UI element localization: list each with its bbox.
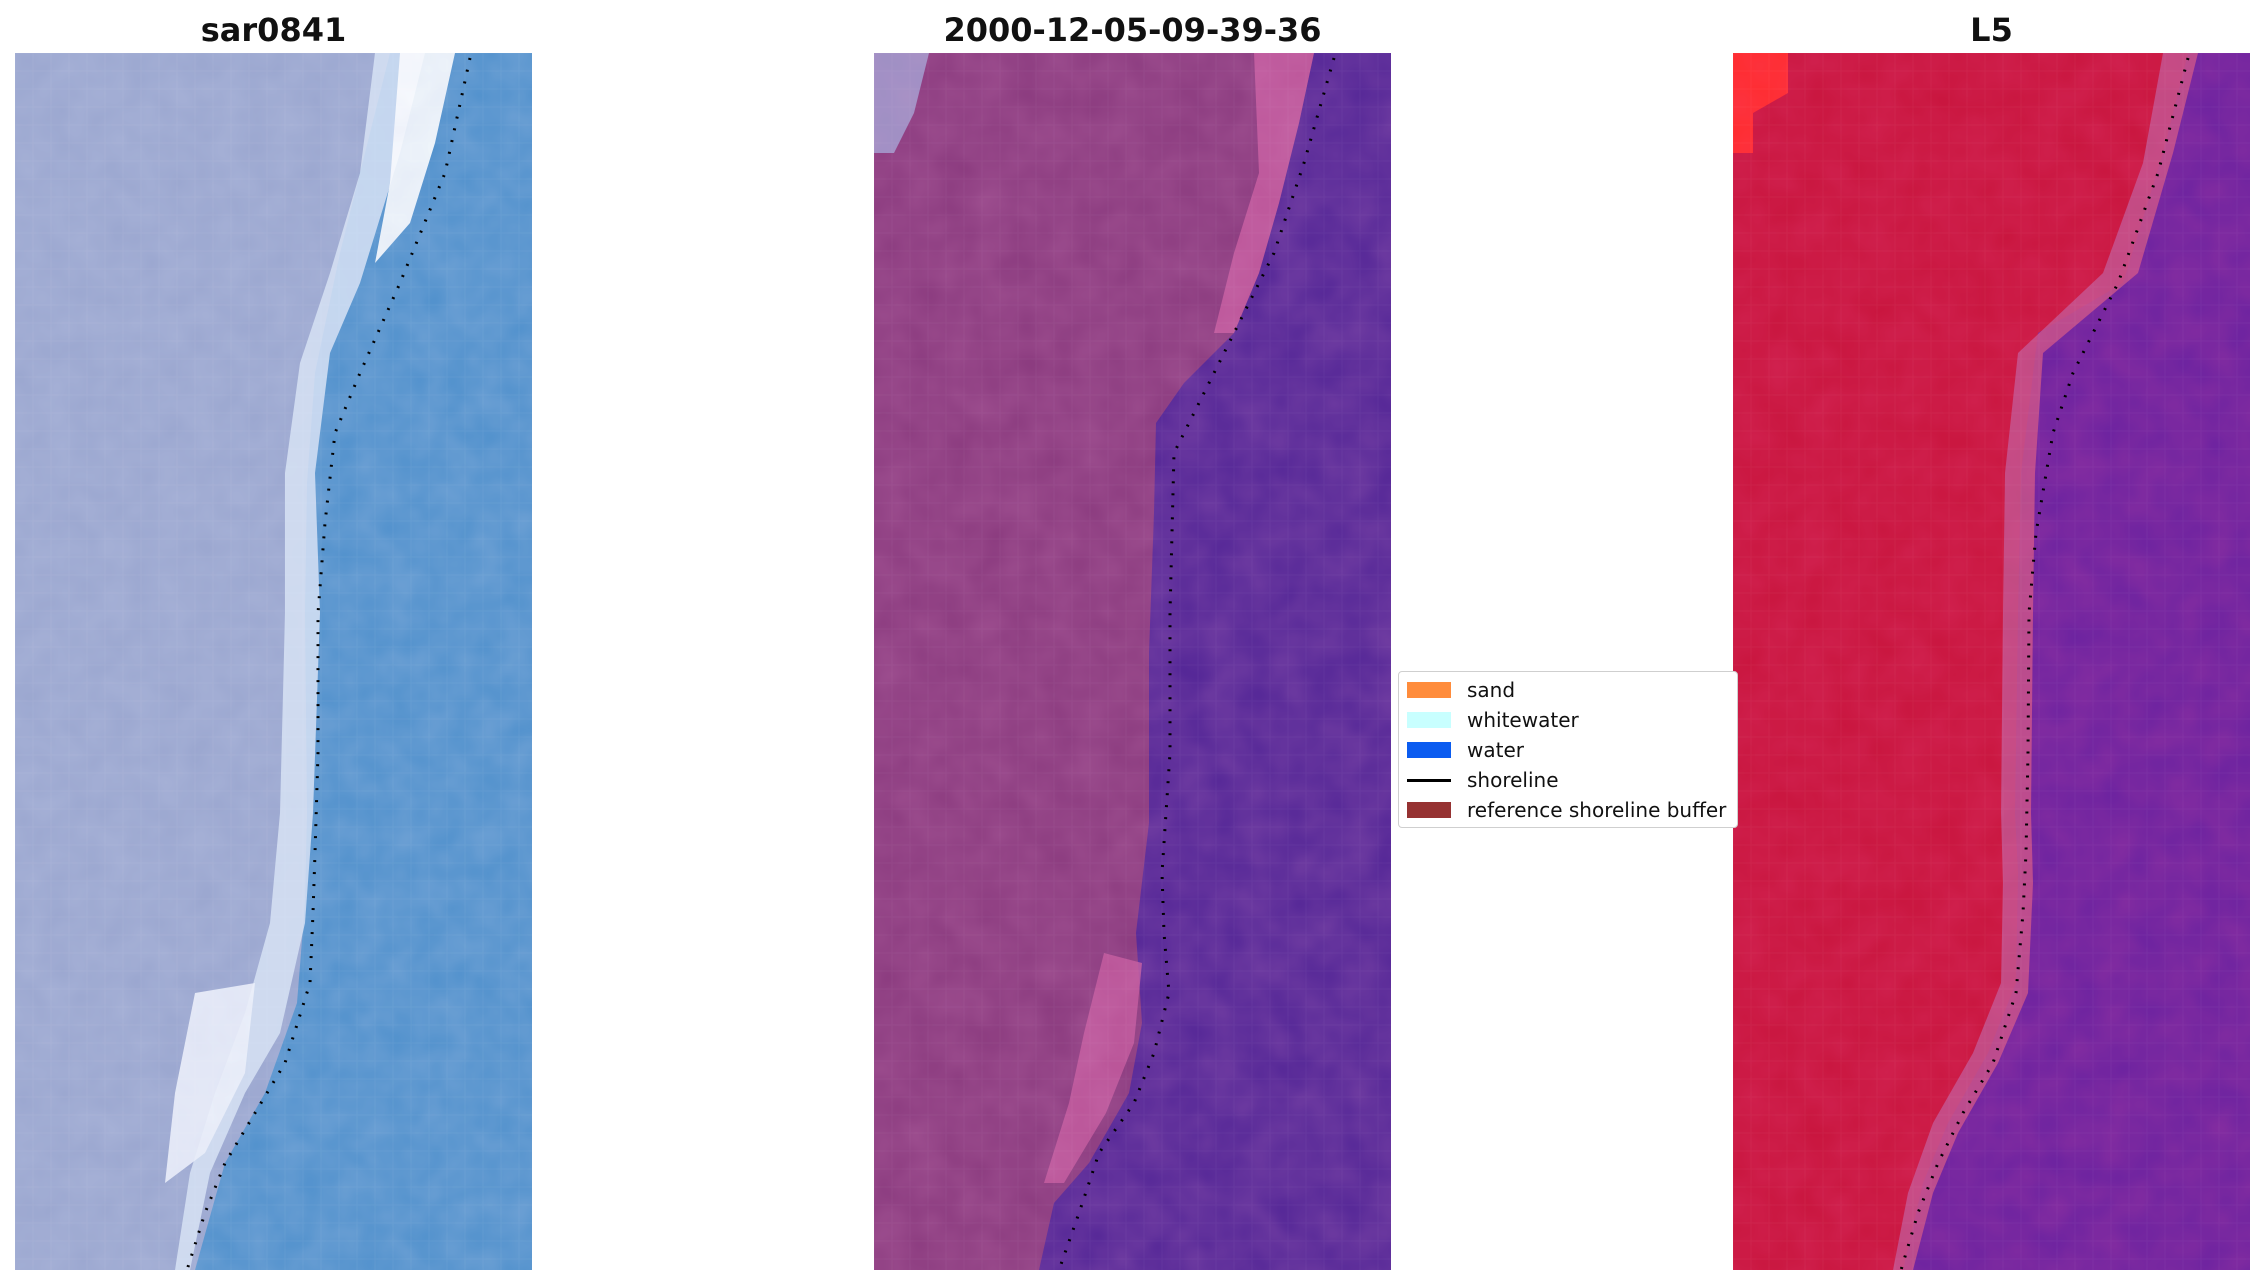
rgb-image-panel: [15, 53, 532, 1270]
shoreline-line-icon: [1407, 778, 1451, 782]
legend-label: sand: [1467, 678, 1516, 702]
legend-item-water: water: [1407, 735, 1524, 765]
panel-title-index: L5: [1970, 11, 2013, 49]
index-image-panel: [1733, 53, 2250, 1270]
legend: sand whitewater water shoreline referenc…: [1398, 671, 1738, 828]
legend-item-shoreline: shoreline: [1407, 765, 1559, 795]
swir-image: [874, 53, 1391, 1270]
legend-item-sand: sand: [1407, 675, 1515, 705]
legend-label: reference shoreline buffer: [1467, 798, 1727, 822]
panel-title-rgb: sar0841: [200, 11, 347, 49]
swir-image-panel: [874, 53, 1391, 1270]
panel-title-date: 2000-12-05-09-39-36: [943, 11, 1322, 49]
sand-swatch: [1407, 682, 1451, 698]
index-image: [1733, 53, 2250, 1270]
legend-label: water: [1467, 738, 1524, 762]
reference-buffer-swatch: [1407, 802, 1451, 818]
legend-label: shoreline: [1467, 768, 1559, 792]
rgb-image: [15, 53, 532, 1270]
legend-item-whitewater: whitewater: [1407, 705, 1579, 735]
water-swatch: [1407, 742, 1451, 758]
legend-label: whitewater: [1467, 708, 1579, 732]
whitewater-swatch: [1407, 712, 1451, 728]
legend-item-reference-buffer: reference shoreline buffer: [1407, 795, 1726, 825]
